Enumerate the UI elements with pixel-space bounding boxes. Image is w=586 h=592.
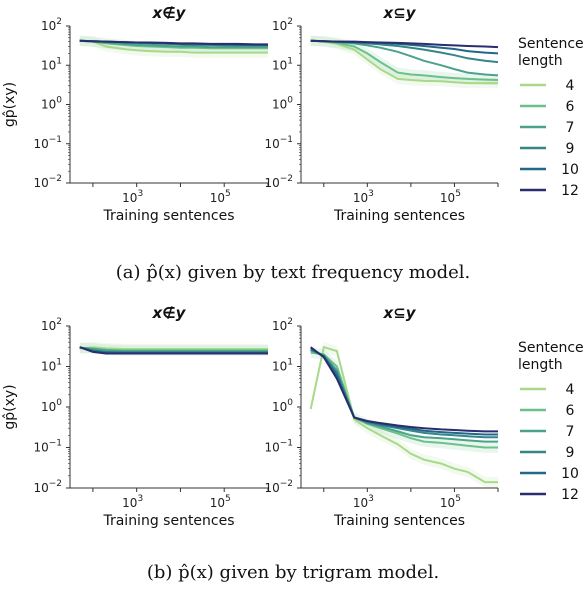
x-axis-label: Training sentences [333,513,465,529]
legend-label-7: 7 [566,424,575,440]
line-series-10 [310,347,498,436]
x-axis-label: Training sentences [102,208,234,224]
legend-label-4: 4 [566,382,575,398]
y-tick-label: 100 [41,96,62,112]
legend-title: Sentence [518,36,584,52]
x-tick-label: 103 [353,494,374,510]
line-series-12 [310,346,498,433]
panel-a-subset: 10−2 10−1 100 101 102 103 105 x⊆y Training sente… [264,4,499,224]
y-tick-label: 10−1 [264,135,293,151]
axes-spine [300,26,498,184]
line-series-4 [79,39,268,54]
legend-label-12: 12 [561,487,579,503]
caption-a: (a) p̂(x) given by text frequency model. [116,262,471,283]
band-series-4 [310,341,498,488]
y-tick-label: 102 [41,317,62,333]
legend-label-10: 10 [561,466,579,482]
legend-label-6: 6 [566,99,575,115]
panel-title: x⊆y [382,4,416,22]
x-tick-label: 105 [440,494,461,510]
x-tick-label: 103 [122,494,143,510]
y-tick-label: 10−2 [33,174,62,190]
y-tick-label: 10−1 [264,439,293,455]
line-series-6 [310,351,498,449]
legend-label-4: 4 [566,78,575,94]
legend-label-6: 6 [566,403,575,419]
legend-label-9: 9 [566,445,575,461]
y-tick-label: 100 [272,96,293,112]
line-series-4 [309,345,498,484]
line-series-4 [310,39,498,85]
y-tick-label: 10−1 [33,135,62,151]
x-tick-label: 105 [210,189,231,205]
line-series-12 [79,346,268,355]
panel-title: x∉y [152,304,187,322]
legend-label-12: 12 [561,183,579,199]
y-tick-label: 102 [41,17,62,33]
x-tick-label: 103 [353,189,374,205]
legend-title: length [518,53,563,69]
caption-b: (b) p̂(x) given by trigram model. [147,562,439,583]
y-axis-label: gp̂(xy) [2,384,18,429]
x-axis-label: Training sentences [102,513,234,529]
line-series-4 [79,346,268,350]
legend-title: Sentence [518,340,584,356]
y-tick-label: 101 [272,358,293,374]
y-tick-label: 10−2 [264,174,293,190]
y-tick-label: 101 [272,56,293,72]
line-series-7 [79,346,268,353]
y-tick-label: 101 [41,56,62,72]
y-tick-label: 10−2 [264,479,293,495]
legend-label-7: 7 [566,120,575,136]
panel-b-not-subset: 10−2 10−1 100 101 102 103 105 x∉y Training sente… [2,304,269,529]
x-axis-label: Training sentences [333,208,465,224]
x-tick-label: 105 [210,494,231,510]
y-tick-label: 101 [41,358,62,374]
y-tick-label: 100 [41,398,62,414]
x-tick-label: 103 [122,189,143,205]
y-tick-label: 102 [272,317,293,333]
x-tick-label: 105 [440,189,461,205]
legend-title: length [518,357,563,373]
line-series-12 [79,39,268,46]
y-tick-label: 102 [272,17,293,33]
y-tick-label: 10−1 [33,439,62,455]
y-axis-label: gp̂(xy) [2,82,18,127]
legend-label-10: 10 [561,162,579,178]
line-series-12 [310,39,499,49]
line-series-6 [310,39,499,81]
panel-title: x∉y [152,4,187,22]
y-tick-label: 10−2 [33,479,62,495]
legend-label-9: 9 [566,141,575,157]
panel-title: x⊆y [382,304,416,322]
panel-b-subset: 10−2 10−1 100 101 102 103 105 x⊆y Training sente… [264,304,499,529]
panel-a-not-subset: 10−2 10−1 100 101 102 103 105 x∉y Training sente… [2,4,269,224]
y-tick-label: 100 [272,398,293,414]
